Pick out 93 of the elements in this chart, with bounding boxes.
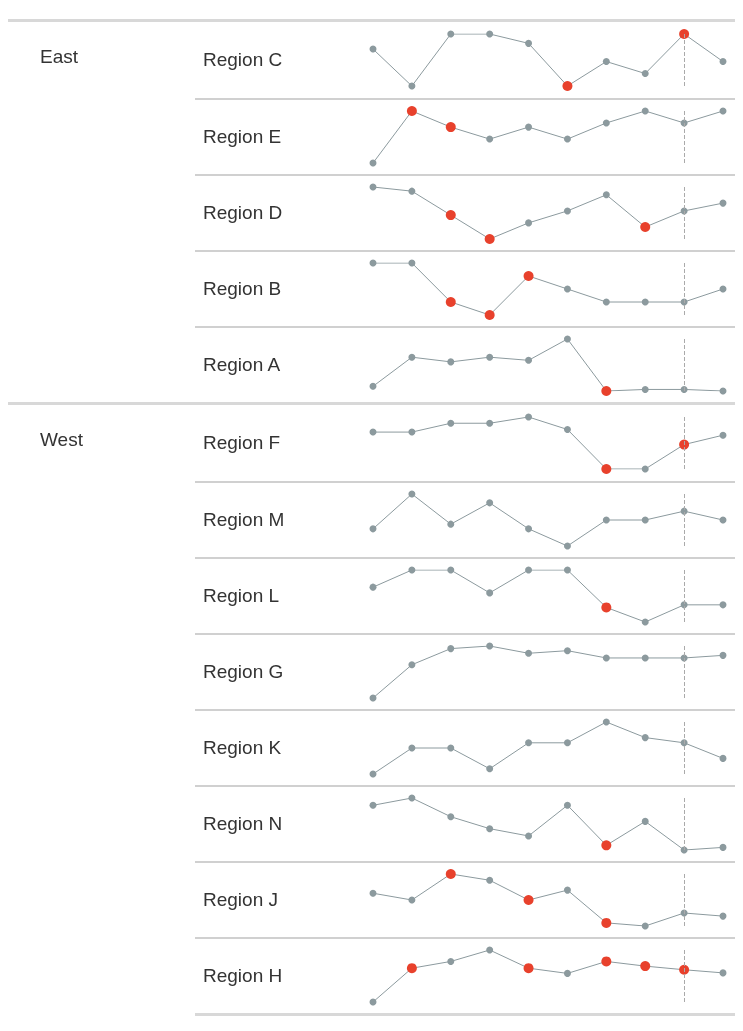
point	[602, 119, 610, 127]
point	[563, 647, 571, 655]
point	[641, 465, 649, 473]
text: Region E	[202, 126, 283, 148]
point	[602, 298, 610, 306]
point	[563, 542, 571, 550]
point	[563, 135, 571, 143]
point	[641, 817, 649, 825]
point	[719, 754, 727, 762]
point	[447, 813, 455, 821]
point	[369, 382, 377, 390]
point	[563, 886, 571, 894]
point	[525, 356, 533, 364]
point	[486, 642, 494, 650]
point	[640, 961, 651, 972]
point	[602, 191, 610, 199]
point	[525, 566, 533, 574]
point	[563, 801, 571, 809]
point	[486, 353, 494, 361]
point	[447, 419, 455, 427]
point	[563, 285, 571, 293]
point	[679, 964, 690, 975]
point	[447, 30, 455, 38]
point	[447, 520, 455, 528]
point	[408, 661, 416, 669]
point	[486, 30, 494, 38]
text: Region F	[202, 432, 282, 454]
point	[486, 765, 494, 773]
point	[523, 963, 534, 974]
text: Region J	[202, 889, 279, 911]
text: Region D	[202, 202, 284, 224]
point	[602, 718, 610, 726]
point	[447, 358, 455, 366]
point	[602, 516, 610, 524]
text: Region M	[202, 509, 286, 531]
point	[563, 969, 571, 977]
point	[525, 413, 533, 421]
text: West	[40, 429, 84, 451]
point	[408, 187, 416, 195]
text: Region A	[202, 354, 282, 376]
point	[641, 385, 649, 393]
point	[408, 428, 416, 436]
text: Region B	[202, 278, 283, 300]
point	[486, 499, 494, 507]
point	[641, 516, 649, 524]
point	[719, 651, 727, 659]
text: Region C	[202, 49, 284, 71]
point	[563, 335, 571, 343]
point	[641, 618, 649, 626]
text: East	[40, 46, 80, 68]
point	[447, 744, 455, 752]
point	[601, 956, 612, 967]
point	[563, 207, 571, 215]
text: Region N	[202, 813, 284, 835]
text: Region L	[202, 585, 281, 607]
point	[641, 298, 649, 306]
point	[525, 525, 533, 533]
point	[641, 107, 649, 115]
point	[486, 946, 494, 954]
point	[525, 832, 533, 840]
point	[369, 801, 377, 809]
point	[641, 70, 649, 78]
point	[525, 739, 533, 747]
point	[447, 957, 455, 965]
point	[408, 353, 416, 361]
point	[719, 431, 727, 439]
point	[680, 385, 688, 393]
point	[486, 876, 494, 884]
point	[486, 589, 494, 597]
point	[602, 58, 610, 66]
point	[525, 219, 533, 227]
point	[563, 566, 571, 574]
point	[486, 135, 494, 143]
point	[525, 649, 533, 657]
point	[602, 654, 610, 662]
text: Region H	[202, 965, 284, 987]
point	[563, 739, 571, 747]
point	[486, 825, 494, 833]
point	[369, 889, 377, 897]
point	[719, 58, 727, 66]
point	[486, 419, 494, 427]
point	[563, 425, 571, 433]
point	[641, 734, 649, 742]
point	[447, 566, 455, 574]
point	[447, 645, 455, 653]
text: Region K	[202, 737, 283, 759]
point	[525, 123, 533, 131]
point	[641, 654, 649, 662]
point	[719, 843, 727, 851]
point	[406, 963, 417, 974]
point	[525, 39, 533, 47]
text: Region G	[202, 661, 285, 683]
point	[641, 922, 649, 930]
